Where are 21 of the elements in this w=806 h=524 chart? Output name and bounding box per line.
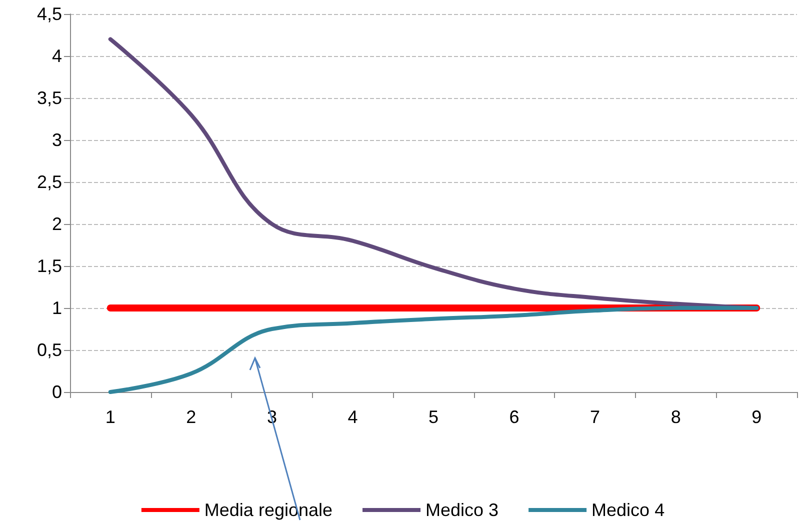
y-tick-label: 3,5 (36, 88, 62, 108)
x-tick-label: 6 (509, 407, 520, 427)
legend-label: Medico 3 (426, 500, 499, 520)
x-tick-label: 7 (590, 407, 600, 427)
line-series (108, 306, 759, 394)
y-tick-label: 0 (52, 382, 62, 402)
x-tick-label: 8 (670, 407, 681, 427)
y-tick-label: 1,5 (36, 256, 62, 276)
y-tick-label: 2 (52, 214, 62, 234)
x-tick-label: 5 (428, 407, 439, 427)
x-tick-label: 9 (752, 407, 762, 427)
y-tick-label: 0,5 (36, 340, 62, 360)
legend-label: Medico 4 (592, 500, 665, 520)
y-tick-label: 2,5 (36, 172, 62, 192)
x-tick-label: 2 (186, 407, 196, 427)
x-tick-label: 1 (105, 407, 116, 427)
x-tick-label: 4 (348, 407, 358, 427)
y-tick-label: 1 (52, 298, 62, 318)
y-tick-label: 4 (52, 46, 62, 66)
y-tick-label: 4,5 (36, 4, 62, 24)
y-tick-label: 3 (52, 130, 62, 150)
